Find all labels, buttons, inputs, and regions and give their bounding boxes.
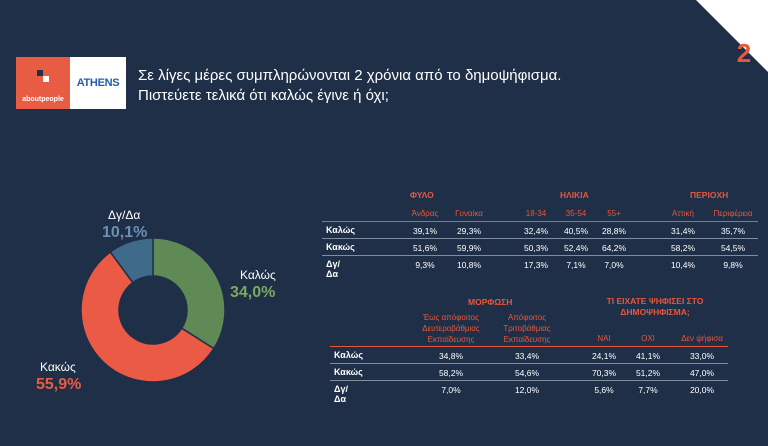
aboutpeople-logo-text: aboutpeople [22,96,64,103]
row-divider [322,255,758,256]
table-cell: 28,8% [601,226,627,236]
question-line-2: Πιστεύετε τελικά ότι καλώς έγινε ή όχι; [138,87,389,104]
col-header-yes: ΝΑΙ [597,334,611,343]
table-cell: 51,6% [412,243,438,253]
table-cell: 41,1% [635,351,661,361]
pie-slice-kakos [80,250,215,383]
table-cell: 9,8% [723,260,743,270]
pie-slice-dgda [109,237,154,284]
table-cell: 24,1% [591,351,617,361]
table-cell: 51,2% [635,368,661,378]
slide-number-badge: 2 [696,0,768,72]
table-cell: 40,5% [563,226,589,236]
group-header-vote: ΤΙ ΕΙΧΑΤΕ ΨΗΦΙΣΕΙ ΣΤΟ ΔΗΜΟΨΗΦΙΣΜΑ; [606,296,704,317]
table-cell: 54,5% [720,243,746,253]
col-header-no: ΟΧΙ [641,334,655,343]
row-label: Καλώς [334,350,364,360]
col-header-attica: Αττική [672,209,694,218]
badge-shape [696,0,768,72]
table-cell: 9,3% [415,260,435,270]
table-cell: 20,0% [689,385,715,395]
group-header-gender: ΦΥΛΟ [410,190,434,200]
group-header-region: ΠΕΡΙΟΧΗ [690,190,729,200]
row-label: Κακώς [326,242,355,252]
pie-value-kalos: 34,0% [230,284,276,301]
table-cell: 7,7% [638,385,658,395]
athens-logo-text: ATHENS [76,77,120,89]
question-line-1: Σε λίγες μέρες συμπληρώνονται 2 χρόνια α… [138,67,562,84]
table-cell: 39,1% [412,226,438,236]
pie-label-kakos: Κακώς [40,360,76,374]
survey-question: Σε λίγες μέρες συμπληρώνονται 2 χρόνια α… [138,66,561,106]
table-cell: 10,8% [456,260,482,270]
col-header-55plus: 55+ [607,209,621,218]
pie-label-dgda: Δγ/Δα [108,208,141,222]
table-cell: 64,2% [601,243,627,253]
table-cell: 10,4% [670,260,696,270]
table-cell: 31,4% [670,226,696,236]
table-cell: 32,4% [523,226,549,236]
table1-header-rule [322,221,758,222]
slide-number: 2 [737,38,751,68]
pie-value-dgda: 10,1% [102,224,148,241]
row-label: Δγ/Δα [334,384,348,404]
table-cell: 17,3% [523,260,549,270]
col-header-secondary: Έως απόφοιτος Δευτεροβάθμιας Εκπαίδευσης [422,313,480,344]
row-divider [330,380,728,381]
group-header-education: ΜΟΡΦΩΣΗ [468,297,513,307]
col-header-female: Γυναίκα [455,209,483,218]
col-header-18-34: 18-34 [525,209,547,218]
col-header-did-not-vote: Δεν ψήφισα [681,334,723,343]
table-cell: 5,6% [594,385,614,395]
table-cell: 58,2% [670,243,696,253]
table-cell: 12,0% [514,385,540,395]
pie-value-kakos: 55,9% [36,376,82,393]
table-cell: 58,2% [438,368,464,378]
col-header-male: Άνδρας [411,209,439,218]
brand-logos: aboutpeople ATHENS [16,57,126,109]
table-cell: 34,8% [438,351,464,361]
group-header-age: ΗΛΙΚΙΑ [560,190,589,200]
row-label: Δγ/Δα [326,259,340,279]
table-cell: 7,1% [566,260,586,270]
col-header-periphery: Περιφέρεια [713,209,753,218]
row-divider [322,238,758,239]
col-header-35-54: 35-54 [565,209,587,218]
donut-svg [80,237,226,383]
donut-chart: Δγ/Δα 10,1% Καλώς 34,0% Κακώς 55,9% [36,190,320,410]
table-cell: 7,0% [441,385,461,395]
row-label: Κακώς [334,367,363,377]
pie-slice-kalos [152,237,226,350]
table-cell: 33,4% [514,351,540,361]
table-cell: 50,3% [523,243,549,253]
table-cell: 52,4% [563,243,589,253]
table2-header-rule [330,346,728,347]
aboutpeople-mark-icon [37,70,49,82]
table-cell: 47,0% [689,368,715,378]
table-cell: 70,3% [591,368,617,378]
table-cell: 59,9% [456,243,482,253]
athens-logo: ATHENS [70,57,126,109]
pie-label-kalos: Καλώς [240,268,276,282]
table-cell: 54,6% [514,368,540,378]
col-header-tertiary: Απόφοιτος Τριτοβάθμιας Εκπαίδευσης [503,313,551,344]
row-label: Καλώς [326,225,356,235]
aboutpeople-logo: aboutpeople [16,57,70,109]
table-cell: 33,0% [689,351,715,361]
table-cell: 7,0% [604,260,624,270]
table-cell: 29,3% [456,226,482,236]
table-cell: 35,7% [720,226,746,236]
row-divider [330,363,728,364]
